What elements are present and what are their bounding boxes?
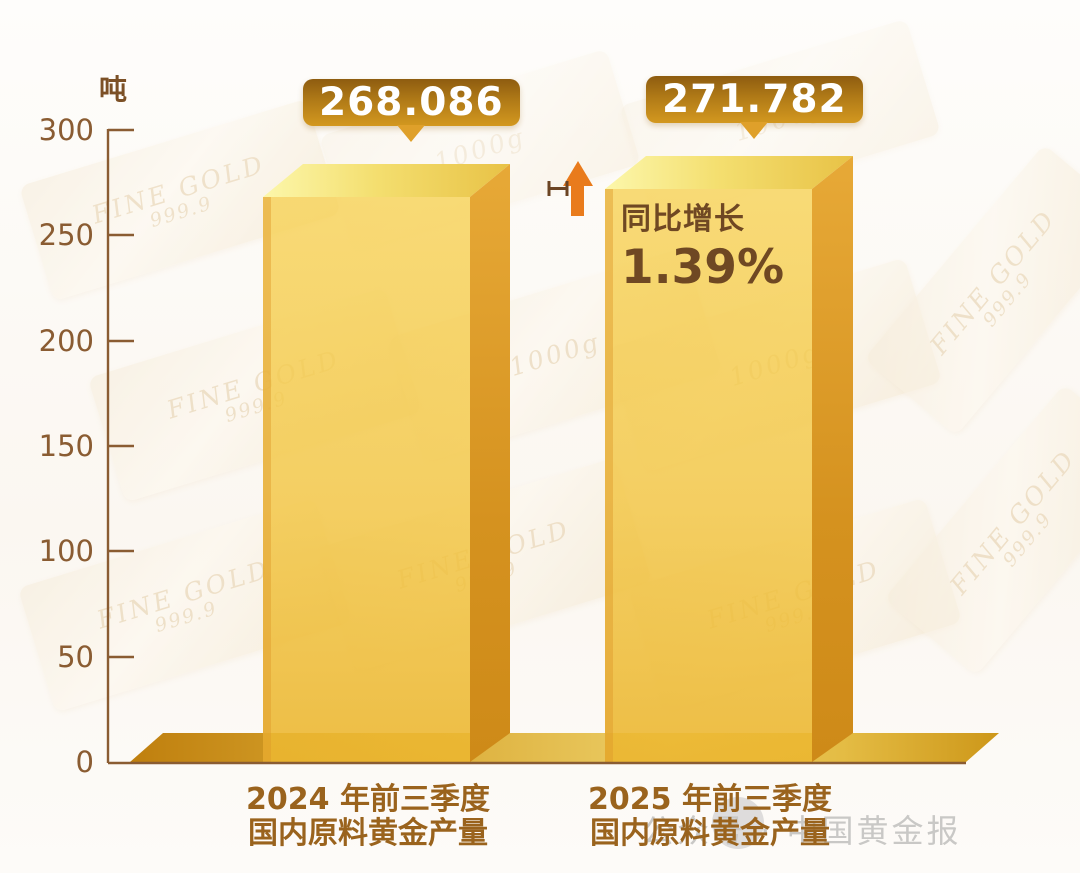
watermark-logo bbox=[712, 797, 764, 849]
bar-2025-front-face bbox=[605, 189, 812, 762]
bar-2025-side-face bbox=[812, 156, 853, 762]
bar-2024-top-face bbox=[263, 164, 510, 197]
difference-bracket-icon bbox=[547, 181, 569, 196]
floor-base bbox=[130, 733, 999, 762]
watermark-text: 公众号 · 中国黄金报 bbox=[642, 812, 962, 850]
bar-2025-edge-shade bbox=[605, 189, 613, 762]
growth-up-arrow-icon bbox=[563, 161, 593, 216]
bar-2024-edge-shade bbox=[263, 197, 271, 762]
bar-2025-top-face bbox=[605, 156, 853, 189]
bar-2024-front-face bbox=[263, 197, 470, 762]
bar-2024 bbox=[263, 164, 510, 762]
bar-2025 bbox=[605, 156, 853, 762]
bar-2024-side-face bbox=[470, 164, 510, 762]
axes bbox=[106, 128, 966, 765]
